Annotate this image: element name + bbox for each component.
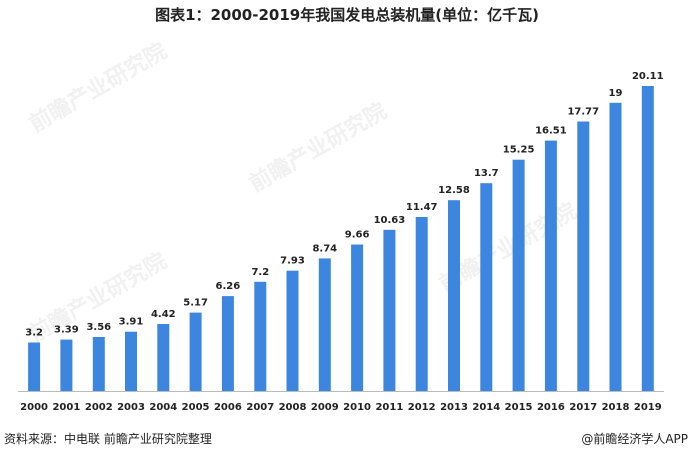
x-tick-label-2019: 2019 [634,402,662,413]
x-tick-label-2009: 2009 [311,402,339,413]
bar-2013 [448,200,460,391]
bar-2000 [28,342,41,391]
source-note: 资料来源：中电联 前瞻产业研究院整理 [4,432,212,446]
value-label-2012: 11.47 [406,202,438,213]
value-label-2002: 3.56 [86,322,111,333]
value-label-2010: 9.66 [345,230,370,241]
value-label-2000: 3.2 [25,328,43,339]
bar-2007 [254,281,267,391]
value-label-2006: 6.26 [216,281,241,292]
bar-2017 [577,121,590,391]
value-label-2009: 8.74 [312,243,337,254]
bars-group [28,86,654,392]
x-tick-labels-group: 2000 2001 2002 2003 2004 2005 2006 2007 2008 2009… [20,402,662,413]
x-tick-label-2010: 2010 [343,402,371,413]
value-label-2014: 13.7 [474,168,499,179]
x-tick-label-2008: 2008 [279,402,307,413]
x-tick-label-2001: 2001 [52,402,80,413]
bar-2001 [60,339,73,391]
chart-title: 图表1：2000-2019年我国发电总装机量(单位：亿千瓦) [155,6,539,24]
bar-2012 [415,217,428,391]
value-label-2004: 4.42 [151,309,176,320]
x-tick-label-2012: 2012 [408,402,436,413]
value-label-2003: 3.91 [119,317,144,328]
x-tick-label-2007: 2007 [246,402,274,413]
value-label-2016: 16.51 [535,126,567,137]
bar-2014 [480,183,493,391]
brand-label: @前瞻经济学人APP [581,432,688,446]
bar-2010 [351,244,364,391]
x-tick-label-2017: 2017 [569,402,597,413]
value-label-2007: 7.2 [251,267,269,278]
bar-2006 [221,296,234,391]
bar-2009 [318,258,331,391]
x-tick-label-2002: 2002 [85,402,113,413]
bar-2018 [609,102,622,392]
x-tick-label-2014: 2014 [472,402,500,413]
x-tick-label-2006: 2006 [214,402,242,413]
bar-2015 [512,159,525,391]
x-tick-label-2016: 2016 [537,402,565,413]
x-tick-label-2018: 2018 [602,402,630,413]
x-tick-label-2004: 2004 [149,402,177,413]
bar-2004 [157,324,170,391]
bar-2008 [286,270,299,391]
bar-2011 [383,229,396,391]
value-label-2008: 7.93 [280,256,305,267]
bar-2002 [92,337,105,391]
x-tick-label-2000: 2000 [20,402,48,413]
value-label-2017: 17.77 [567,107,599,118]
value-label-2001: 3.39 [54,325,79,336]
value-label-2015: 15.25 [503,145,535,156]
bar-2005 [189,312,202,391]
bar-2019 [641,86,654,391]
x-tick-label-2003: 2003 [117,402,145,413]
x-tick-label-2013: 2013 [440,402,468,413]
value-label-2019: 20.11 [632,71,664,82]
value-label-2011: 10.63 [374,215,406,226]
footer: 资料来源：中电联 前瞻产业研究院整理 @前瞻经济学人APP [4,430,688,447]
x-tick-label-2015: 2015 [505,402,533,413]
value-label-2005: 5.17 [183,298,208,309]
value-label-2013: 12.58 [438,185,470,196]
bar-2003 [125,331,137,391]
x-tick-label-2005: 2005 [182,402,210,413]
value-label-2018: 19 [609,88,623,99]
value-labels-group: 3.2 3.39 3.56 3.91 4.42 5.17 6.26 7.2 7.93 8.74 9.… [25,71,663,339]
x-tick-label-2011: 2011 [375,402,403,413]
bar-2016 [544,140,557,391]
